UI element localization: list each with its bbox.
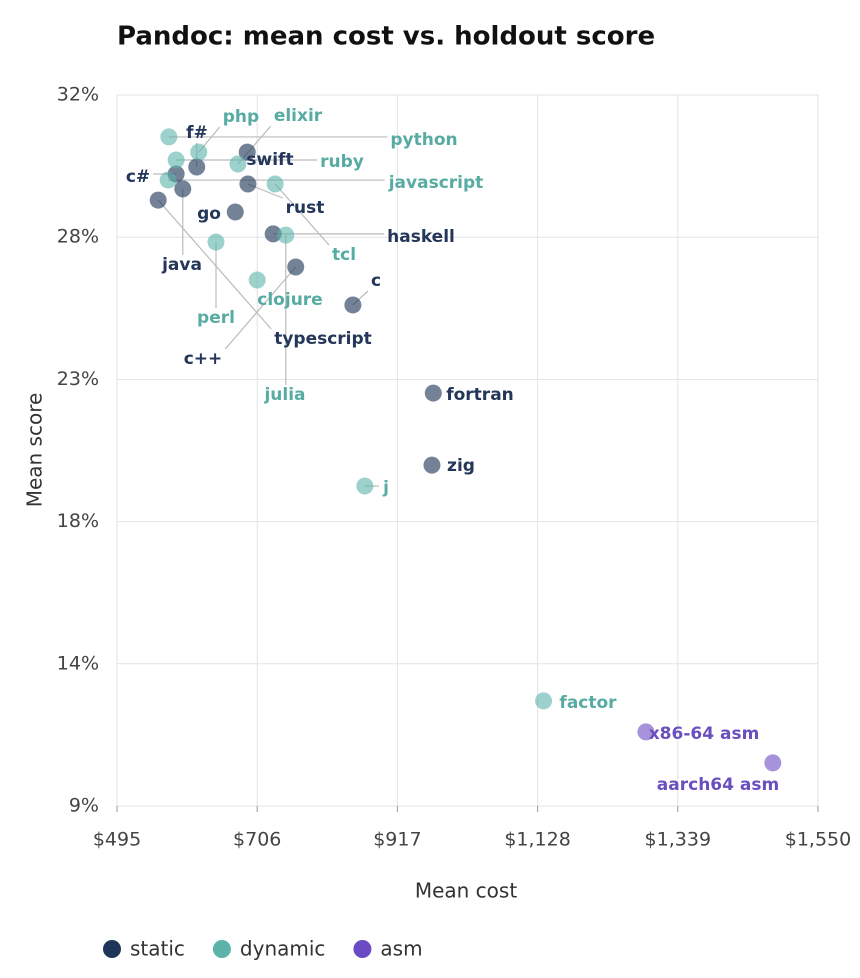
point-label: typescript <box>274 329 372 349</box>
y-tick-label: 18% <box>57 510 99 532</box>
legend-label: static <box>130 937 185 961</box>
chart-title: Pandoc: mean cost vs. holdout score <box>117 22 655 52</box>
point-label: tcl <box>332 245 356 265</box>
point <box>344 296 362 314</box>
point-label: aarch64 asm <box>657 775 779 795</box>
point-label: rust <box>286 198 325 218</box>
point <box>239 175 257 193</box>
y-tick-label: 23% <box>57 368 99 390</box>
y-tick-label: 9% <box>69 795 99 817</box>
x-tick-label: $1,128 <box>504 829 570 851</box>
point <box>264 225 282 243</box>
point <box>356 477 374 495</box>
point-label: c# <box>126 167 150 187</box>
point <box>188 158 206 176</box>
y-tick-label: 14% <box>57 652 99 674</box>
point-label: perl <box>197 308 235 328</box>
point <box>423 456 441 474</box>
point-labels: f# c# java swift rust typescript go haskell c++ c… <box>126 106 779 795</box>
point-label: java <box>161 255 202 275</box>
x-tick-label: $706 <box>233 829 281 851</box>
plot-frame <box>116 94 819 807</box>
point <box>159 171 177 189</box>
point <box>229 155 247 173</box>
point-label: elixir <box>274 106 323 126</box>
point <box>287 258 305 276</box>
point-label: factor <box>559 693 617 713</box>
point-label: j <box>382 478 389 498</box>
point <box>167 151 185 169</box>
leader-line <box>274 183 330 246</box>
legend-label: dynamic <box>240 937 326 961</box>
point <box>160 128 178 146</box>
legend-marker <box>353 940 372 958</box>
point <box>149 191 167 209</box>
x-tick-label: $495 <box>93 829 141 851</box>
point <box>238 143 256 161</box>
point <box>266 175 284 193</box>
point <box>764 754 782 772</box>
point <box>424 384 442 402</box>
point <box>637 723 655 741</box>
point-label: julia <box>263 385 305 405</box>
point-label: php <box>223 107 259 127</box>
point-label: javascript <box>388 173 484 193</box>
point-label: c <box>371 271 381 291</box>
point-label: swift <box>246 150 293 170</box>
point <box>190 143 208 161</box>
point <box>226 203 244 221</box>
x-tick-label: $917 <box>373 829 421 851</box>
point-label: go <box>197 204 221 224</box>
point-label: c++ <box>184 349 223 369</box>
point <box>174 180 192 198</box>
points <box>149 128 782 772</box>
point-label: python <box>390 130 457 150</box>
point-label: f# <box>186 123 208 143</box>
legend-marker <box>103 940 121 958</box>
point <box>535 692 553 710</box>
point <box>207 233 225 251</box>
leader-line <box>157 199 272 330</box>
legend-marker <box>212 940 231 958</box>
leader-line <box>224 266 297 350</box>
point-label: x86-64 asm <box>649 724 760 744</box>
y-axis-label: Mean score <box>23 393 47 508</box>
legend-label: asm <box>380 937 422 961</box>
point <box>277 226 295 244</box>
point-label: clojure <box>257 290 322 310</box>
y-tick-label: 32% <box>57 84 99 106</box>
x-tick-label: $1,339 <box>645 829 711 851</box>
y-tick-label: 28% <box>57 226 99 248</box>
point <box>248 271 266 289</box>
x-tick-label: $1,550 <box>785 829 851 851</box>
x-axis-label: Mean cost <box>415 879 518 903</box>
point-label: ruby <box>320 152 364 172</box>
point-label: haskell <box>387 227 455 247</box>
point-label: zig <box>447 456 475 476</box>
point-label: fortran <box>446 385 514 405</box>
